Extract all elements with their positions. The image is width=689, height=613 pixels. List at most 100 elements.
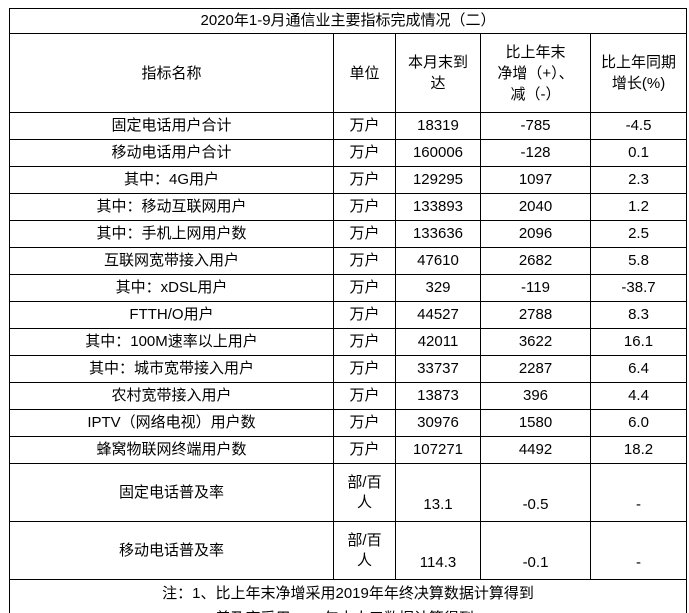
note-line-1: 注：1、比上年末净增采用2019年年终决算数据计算得到 [162, 585, 534, 602]
indicator-cell: 互联网宽带接入用户 [9, 247, 334, 275]
yoy-cell: - [589, 521, 688, 580]
indicator-cell: 固定电话普及率 [9, 463, 334, 522]
net-change-cell: 2788 [480, 301, 591, 329]
yoy-cell: -38.7 [589, 274, 688, 302]
unit-cell: 万户 [333, 436, 396, 464]
current-cell: 47610 [395, 247, 481, 275]
indicator-cell: 蜂窝物联网终端用户数 [9, 436, 334, 464]
net-change-cell: 2287 [480, 355, 591, 383]
table-row: 其中：城市宽带接入用户 万户 33737 2287 6.4 [9, 355, 688, 383]
current-cell: 133636 [395, 220, 481, 248]
unit-cell: 万户 [333, 220, 396, 248]
unit-cell: 部/百 人 [333, 521, 396, 580]
current-cell: 129295 [395, 166, 481, 194]
net-change-cell: -128 [480, 139, 591, 167]
header-yoy-growth: 比上年同期 增长(%) [589, 33, 688, 113]
current-cell: 13873 [395, 382, 481, 410]
current-cell: 107271 [395, 436, 481, 464]
net-change-cell: 4492 [480, 436, 591, 464]
unit-cell: 万户 [333, 382, 396, 410]
header-row: 指标名称 单位 本月末到 达 比上年末 净增（+）、 减（-） 比上年同期 增长… [9, 33, 688, 113]
yoy-cell: 5.8 [589, 247, 688, 275]
header-unit: 单位 [333, 33, 396, 113]
table-row: 移动电话用户合计 万户 160006 -128 0.1 [9, 139, 688, 167]
indicator-cell: 农村宽带接入用户 [9, 382, 334, 410]
yoy-cell: 4.4 [589, 382, 688, 410]
current-cell: 114.3 [395, 521, 481, 580]
yoy-cell: 1.2 [589, 193, 688, 221]
unit-cell: 万户 [333, 166, 396, 194]
net-change-cell: -0.5 [480, 463, 591, 522]
indicator-cell: 其中：手机上网用户数 [9, 220, 334, 248]
title-row: 2020年1-9月通信业主要指标完成情况（二） [8, 8, 688, 34]
indicator-cell: 移动电话普及率 [9, 521, 334, 580]
header-indicator: 指标名称 [9, 33, 334, 113]
yoy-cell: 18.2 [589, 436, 688, 464]
net-change-cell: 396 [480, 382, 591, 410]
yoy-cell: 6.0 [589, 409, 688, 437]
net-change-cell: 1580 [480, 409, 591, 437]
yoy-cell: 6.4 [589, 355, 688, 383]
current-cell: 44527 [395, 301, 481, 329]
table-row: 蜂窝物联网终端用户数 万户 107271 4492 18.2 [9, 436, 688, 464]
table-title: 2020年1-9月通信业主要指标完成情况（二） [8, 8, 688, 34]
table-row: 其中：手机上网用户数 万户 133636 2096 2.5 [9, 220, 688, 248]
net-change-cell: 2040 [480, 193, 591, 221]
unit-cell: 万户 [333, 139, 396, 167]
current-cell: 160006 [395, 139, 481, 167]
current-cell: 30976 [395, 409, 481, 437]
indicator-cell: 移动电话用户合计 [9, 139, 334, 167]
net-change-cell: 2096 [480, 220, 591, 248]
unit-cell: 万户 [333, 409, 396, 437]
indicator-cell: 其中：4G用户 [9, 166, 334, 194]
notes-cell: 注：1、比上年末净增采用2019年年终决算数据计算得到 2、普及率采用2019年… [8, 579, 688, 613]
indicator-cell: 其中：xDSL用户 [9, 274, 334, 302]
unit-cell: 万户 [333, 301, 396, 329]
yoy-cell: 2.3 [589, 166, 688, 194]
indicator-cell: 其中：100M速率以上用户 [9, 328, 334, 356]
indicator-cell: 其中：城市宽带接入用户 [9, 355, 334, 383]
indicator-cell: FTTH/O用户 [9, 301, 334, 329]
yoy-cell: 0.1 [589, 139, 688, 167]
table-row: 其中：4G用户 万户 129295 1097 2.3 [9, 166, 688, 194]
table-row: 移动电话普及率 部/百 人 114.3 -0.1 - [9, 521, 688, 580]
net-change-cell: 2682 [480, 247, 591, 275]
unit-cell: 万户 [333, 247, 396, 275]
table-row: 固定电话普及率 部/百 人 13.1 -0.5 - [9, 463, 688, 522]
header-current: 本月末到 达 [395, 33, 481, 113]
current-cell: 13.1 [395, 463, 481, 522]
indicator-cell: 固定电话用户合计 [9, 112, 334, 140]
unit-cell: 万户 [333, 193, 396, 221]
table-row: FTTH/O用户 万户 44527 2788 8.3 [9, 301, 688, 329]
yoy-cell: 2.5 [589, 220, 688, 248]
table-row: 农村宽带接入用户 万户 13873 396 4.4 [9, 382, 688, 410]
table-row: IPTV（网络电视）用户数 万户 30976 1580 6.0 [9, 409, 688, 437]
table-row: 其中：xDSL用户 万户 329 -119 -38.7 [9, 274, 688, 302]
current-cell: 133893 [395, 193, 481, 221]
unit-cell: 部/百 人 [333, 463, 396, 522]
notes-block: 注：1、比上年末净增采用2019年年终决算数据计算得到 2、普及率采用2019年… [162, 581, 534, 613]
current-cell: 18319 [395, 112, 481, 140]
net-change-cell: -0.1 [480, 521, 591, 580]
table-row: 互联网宽带接入用户 万户 47610 2682 5.8 [9, 247, 688, 275]
table-row: 其中：100M速率以上用户 万户 42011 3622 16.1 [9, 328, 688, 356]
net-change-cell: 3622 [480, 328, 591, 356]
yoy-cell: 16.1 [589, 328, 688, 356]
header-net-change: 比上年末 净增（+）、 减（-） [480, 33, 591, 113]
current-cell: 33737 [395, 355, 481, 383]
indicator-cell: IPTV（网络电视）用户数 [9, 409, 334, 437]
indicator-cell: 其中：移动互联网用户 [9, 193, 334, 221]
current-cell: 329 [395, 274, 481, 302]
current-cell: 42011 [395, 328, 481, 356]
yoy-cell: 8.3 [589, 301, 688, 329]
table-row: 固定电话用户合计 万户 18319 -785 -4.5 [9, 112, 688, 140]
net-change-cell: 1097 [480, 166, 591, 194]
indicators-table: 2020年1-9月通信业主要指标完成情况（二） 指标名称 单位 本月末到 达 比… [8, 8, 688, 613]
notes-row: 注：1、比上年末净增采用2019年年终决算数据计算得到 2、普及率采用2019年… [8, 579, 688, 613]
unit-cell: 万户 [333, 274, 396, 302]
table-row: 其中：移动互联网用户 万户 133893 2040 1.2 [9, 193, 688, 221]
note-line-2: 2、普及率采用2019年末人口数据计算得到。 [162, 606, 534, 613]
net-change-cell: -119 [480, 274, 591, 302]
net-change-cell: -785 [480, 112, 591, 140]
